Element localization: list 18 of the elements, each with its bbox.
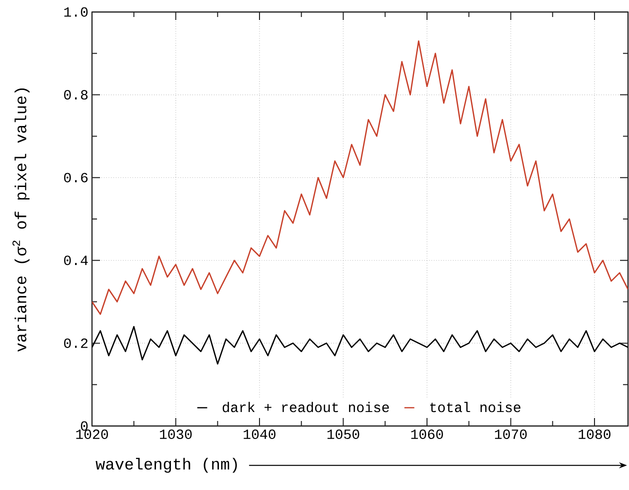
- y-tick-label: 0.4: [64, 256, 88, 266]
- y-axis-title: variance (σ$^{2}$ of pixel value): [12, 88, 30, 352]
- x-tick-label: 1080: [578, 430, 610, 440]
- y-tick-label: 0: [80, 421, 88, 431]
- line-series: [92, 40, 628, 315]
- x-tick-label: 1030: [160, 430, 192, 440]
- legend-label: dark + readout noise: [222, 402, 389, 412]
- x-tick-label: 1040: [244, 430, 276, 440]
- y-tick-label: 0.8: [64, 90, 88, 100]
- x-axis-title: wavelength (nm): [96, 458, 237, 473]
- y-tick-label: 0.2: [64, 338, 88, 348]
- y-tick-label: 1.0: [64, 7, 88, 17]
- x-tick-label: 1060: [411, 430, 443, 440]
- legend-label: total noise: [430, 402, 520, 412]
- x-tick-label: 1070: [494, 430, 527, 440]
- x-tick-label: 1020: [76, 430, 108, 440]
- x-tick-label: 1050: [327, 430, 360, 440]
- y-tick-label: 0.6: [64, 172, 88, 182]
